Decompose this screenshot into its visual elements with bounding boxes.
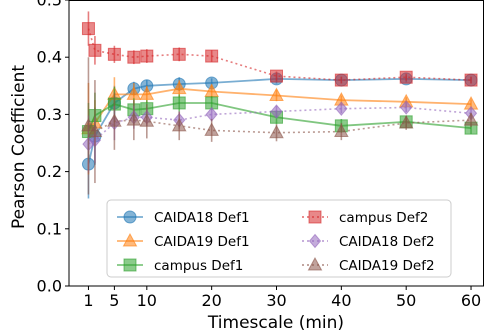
legend-marker: [123, 258, 137, 272]
y-tick-label: 0.5: [37, 0, 62, 10]
series-caida19-def2: [81, 57, 479, 195]
legend-item: campus Def2: [302, 210, 428, 226]
legend-label: CAIDA19 Def1: [154, 234, 250, 250]
legend-marker: [307, 256, 323, 271]
legend-marker: [308, 233, 322, 249]
data-point: [172, 96, 186, 110]
data-point: [88, 43, 102, 57]
legend-label: campus Def2: [339, 210, 428, 226]
plot-area: [81, 11, 479, 199]
y-tick-label: 0.0: [37, 277, 62, 296]
y-tick-label: 0.1: [37, 219, 62, 238]
x-tick-label: 10: [137, 291, 157, 310]
data-point: [335, 101, 348, 116]
x-tick-label: 60: [461, 291, 481, 310]
data-point: [87, 123, 103, 138]
series-campus-def2: [81, 11, 478, 87]
data-point: [81, 117, 96, 132]
data-point: [139, 86, 155, 100]
data-point: [171, 80, 187, 95]
x-tick-label: 30: [266, 291, 286, 310]
y-tick-label: 0.2: [37, 162, 62, 181]
x-tick-label: 40: [331, 291, 351, 310]
data-point: [270, 69, 283, 83]
data-point: [139, 113, 155, 127]
data-point: [205, 49, 219, 63]
legend-label: CAIDA18 Def2: [339, 234, 435, 250]
data-point: [400, 100, 413, 115]
y-axis-title: Pearson Coefficient: [9, 65, 29, 229]
legend-label: CAIDA18 Def1: [154, 210, 250, 226]
x-tick-label: 5: [109, 291, 119, 310]
data-point: [140, 49, 154, 63]
data-point: [270, 104, 283, 119]
data-point: [107, 47, 121, 61]
legend-item: CAIDA19 Def2: [302, 256, 435, 274]
data-point: [269, 87, 284, 102]
data-point: [464, 73, 478, 87]
x-tick-label: 50: [396, 291, 416, 310]
legend-item: CAIDA18 Def1: [117, 210, 250, 226]
legend: CAIDA18 Def1 CAIDA19 Def1 campus Def1 campu…: [106, 199, 452, 278]
legend-item: campus Def1: [117, 258, 243, 274]
legend-label: campus Def1: [154, 258, 243, 274]
legend-marker: [123, 210, 137, 224]
legend-item: CAIDA18 Def2: [302, 233, 435, 250]
x-tick-label: 1: [83, 291, 93, 310]
data-point: [463, 112, 479, 126]
data-point: [126, 112, 142, 126]
data-point: [334, 123, 349, 138]
legend-box: [106, 199, 452, 278]
data-point: [107, 113, 122, 127]
legend-label: CAIDA19 Def2: [339, 258, 435, 274]
y-tick-label: 0.4: [37, 48, 62, 67]
legend-item: CAIDA19 Def1: [117, 232, 250, 250]
data-point: [398, 114, 414, 129]
data-point: [205, 107, 218, 122]
data-point: [127, 50, 141, 64]
data-point: [269, 124, 284, 139]
x-tick-label: 20: [201, 291, 221, 310]
x-axis-title: Timescale (min): [207, 313, 344, 333]
data-point: [334, 73, 348, 87]
data-point: [172, 47, 186, 61]
data-point: [171, 117, 187, 132]
data-point: [399, 70, 413, 84]
y-tick-label: 0.3: [37, 105, 62, 124]
legend-marker: [308, 210, 322, 224]
data-point: [81, 22, 95, 36]
legend-marker: [122, 232, 138, 247]
data-point: [204, 122, 219, 136]
